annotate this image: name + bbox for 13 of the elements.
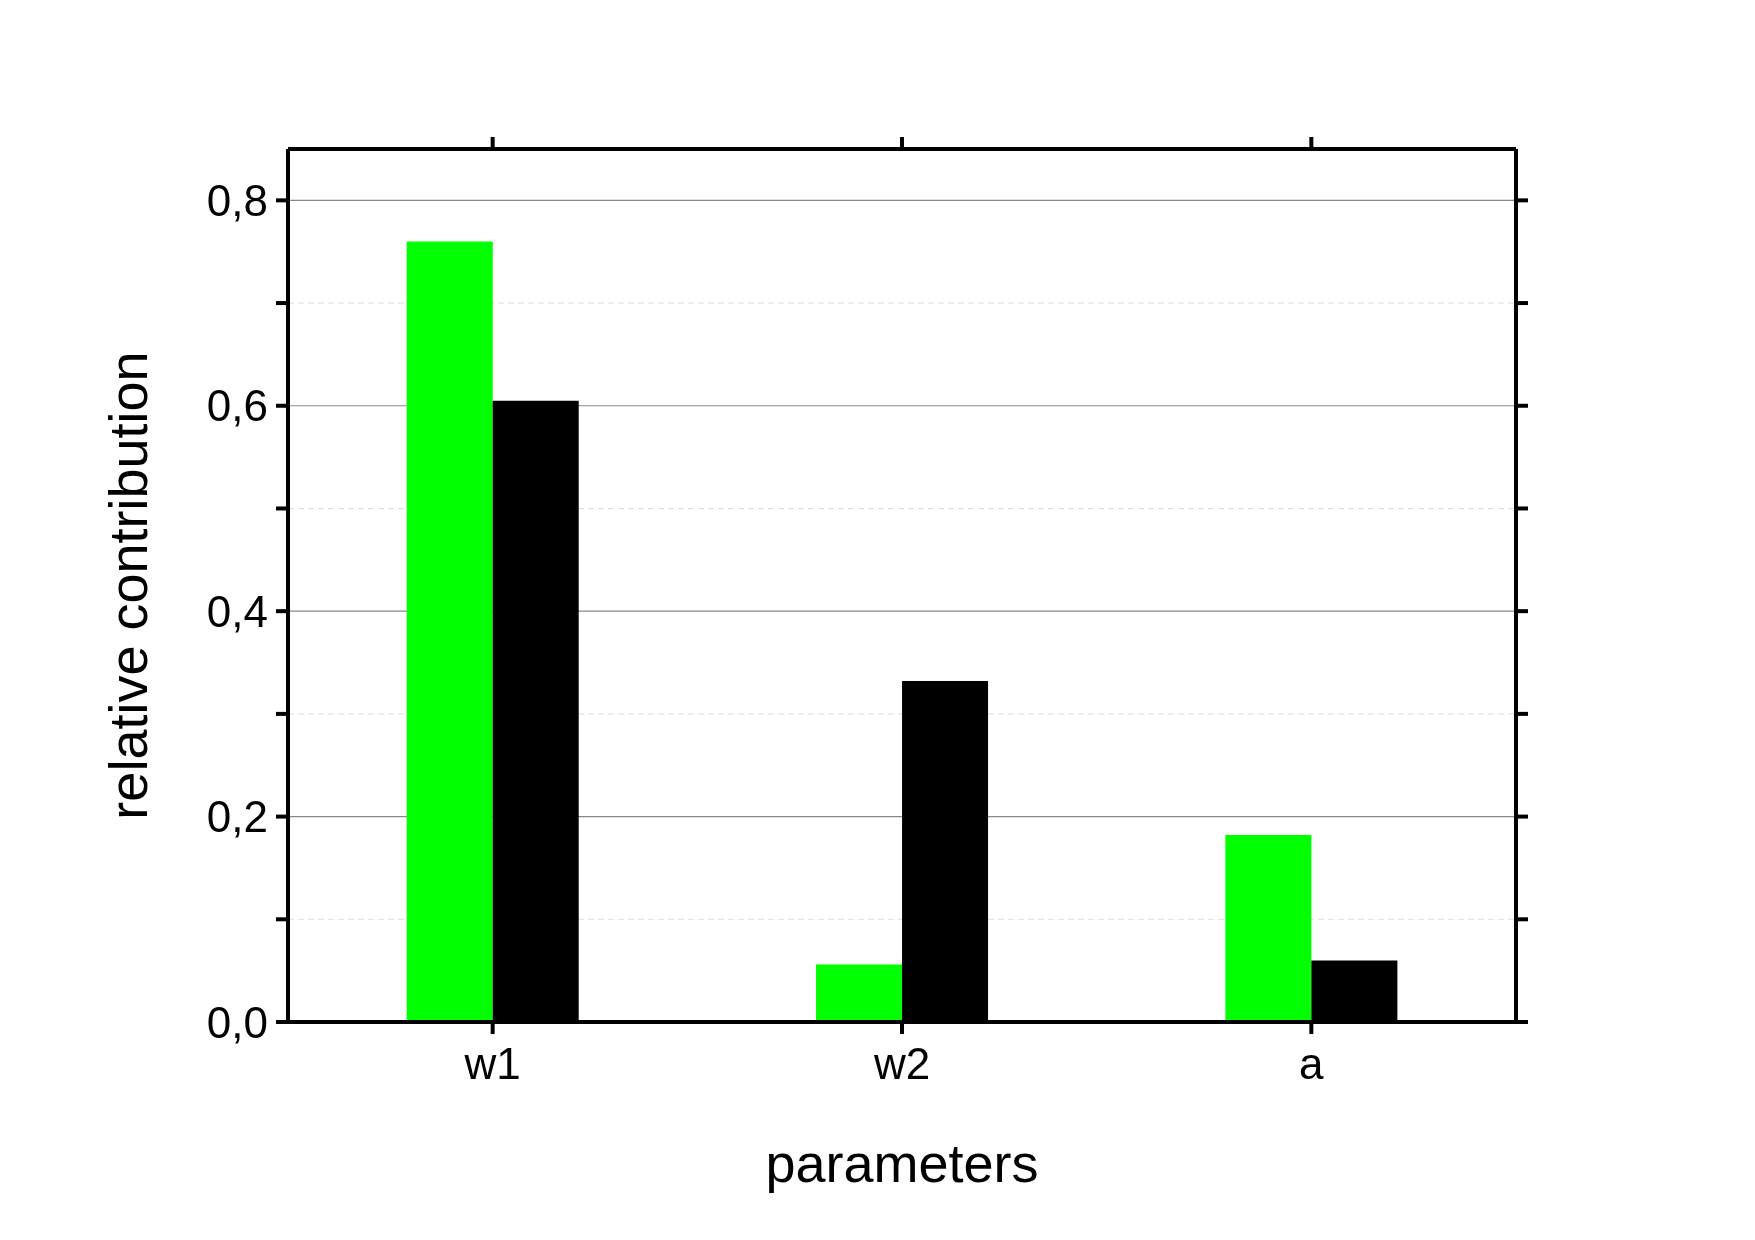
y-tick-label: 0,6 bbox=[206, 381, 268, 431]
y-tick-label: 0,4 bbox=[206, 586, 268, 636]
bar bbox=[816, 964, 903, 1022]
bar bbox=[1225, 835, 1312, 1022]
y-axis-title: relative contribution bbox=[98, 351, 159, 820]
y-tick-label: 0,2 bbox=[206, 792, 268, 842]
x-axis-title: parameters bbox=[765, 1133, 1039, 1193]
x-tick-label: a bbox=[1299, 1039, 1325, 1089]
bar bbox=[406, 241, 493, 1022]
y-tick-label: 0,0 bbox=[206, 997, 268, 1047]
x-tick-label: w1 bbox=[463, 1039, 521, 1089]
y-tick-label: 0,8 bbox=[206, 175, 268, 225]
x-tick-label: w2 bbox=[872, 1039, 931, 1089]
